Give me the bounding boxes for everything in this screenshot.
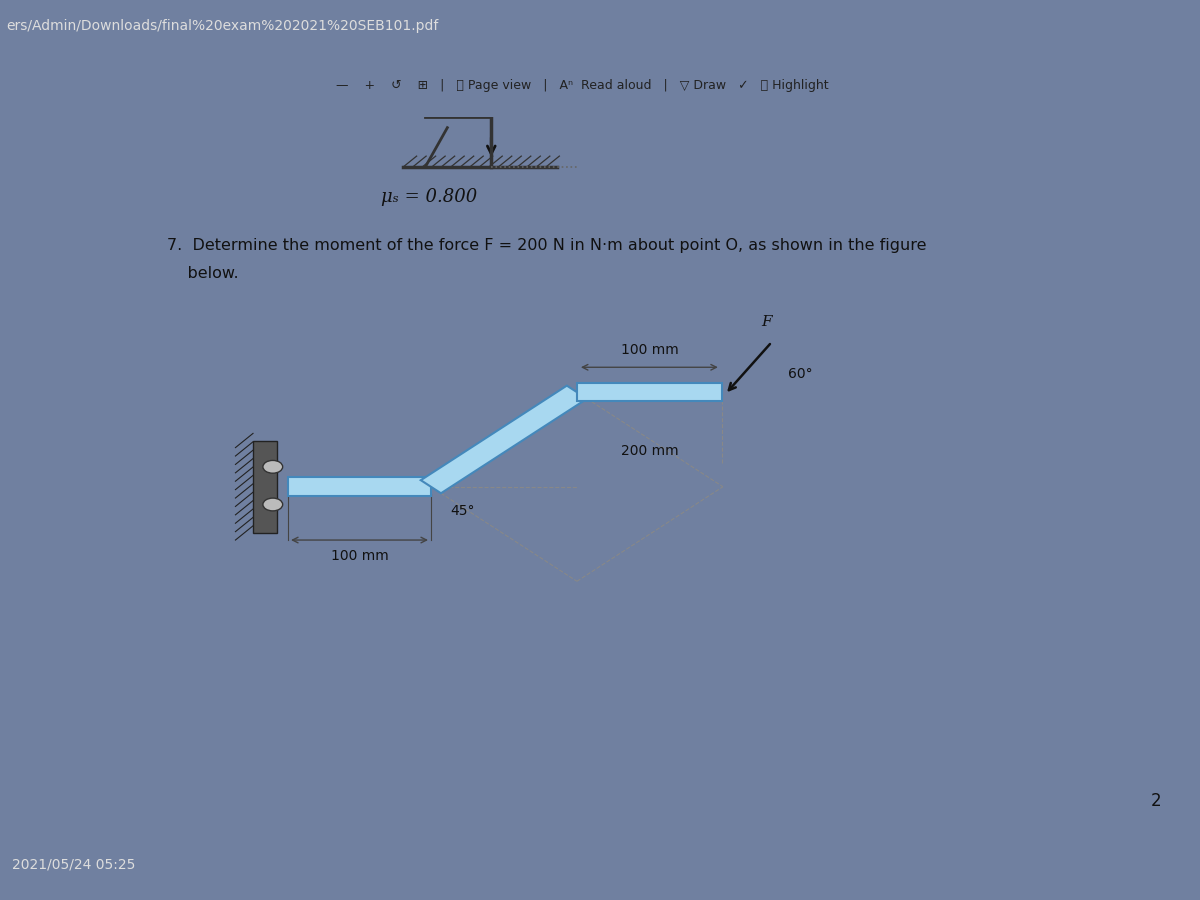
Text: below.: below. (167, 266, 239, 282)
Text: O: O (263, 475, 275, 490)
Text: 200 mm: 200 mm (620, 445, 678, 458)
Polygon shape (288, 478, 431, 496)
Text: 60°: 60° (787, 367, 812, 382)
Text: 100 mm: 100 mm (620, 343, 678, 357)
Text: 2: 2 (1151, 792, 1162, 810)
Text: —    +    ↺    ⊞   |   ⎘ Page view   |   Aⁿ  Read aloud   |   ▽ Draw   ✓   ⬜ Hig: — + ↺ ⊞ | ⎘ Page view | Aⁿ Read aloud | … (336, 79, 829, 92)
Text: μₛ = 0.800: μₛ = 0.800 (382, 188, 478, 206)
Text: 7.  Determine the moment of the force F = 200 N in N·m about point O, as shown i: 7. Determine the moment of the force F =… (167, 238, 926, 253)
Text: 2021/05/24 05:25: 2021/05/24 05:25 (12, 857, 136, 871)
Circle shape (263, 461, 283, 473)
Circle shape (263, 498, 283, 511)
Bar (253, 440, 277, 533)
Text: 45°: 45° (451, 505, 475, 518)
Polygon shape (577, 382, 722, 401)
Text: ers/Admin/Downloads/final%20exam%202021%20SEB101.pdf: ers/Admin/Downloads/final%20exam%202021%… (6, 19, 438, 33)
Text: F: F (761, 315, 772, 329)
Text: 100 mm: 100 mm (331, 549, 389, 562)
Polygon shape (421, 385, 587, 493)
